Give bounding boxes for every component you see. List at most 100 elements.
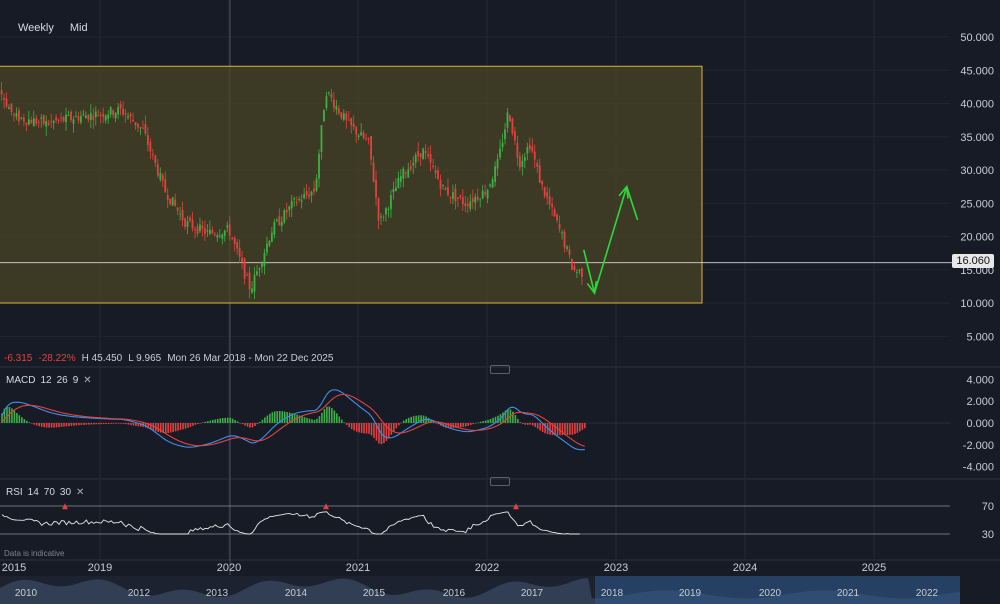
overview-year-label: 2018 (601, 588, 624, 599)
candle-body (204, 228, 206, 235)
macd-histogram-bar (194, 423, 197, 425)
interval-button[interactable]: Weekly (18, 22, 54, 34)
candle-body (342, 113, 345, 120)
macd-histogram-bar (221, 418, 224, 423)
macd-histogram-bar (288, 412, 291, 423)
macd-histogram-bar (514, 414, 517, 423)
candle-body (199, 224, 201, 232)
candle-body (89, 113, 92, 121)
macd-histogram-bar (85, 423, 88, 425)
price-axis-label: 25.000 (960, 198, 994, 210)
macd-histogram-bar (102, 423, 105, 425)
macd-histogram-bar (303, 417, 306, 423)
macd-histogram-bar (137, 423, 140, 427)
candle-body (536, 162, 539, 168)
candle-body (305, 191, 308, 196)
macd-histogram-bar (259, 421, 261, 423)
candle-body (466, 204, 469, 206)
macd-histogram-bar (244, 423, 246, 426)
forecast-arrow-head-down (586, 281, 598, 296)
overview-navigator: 2010 2012 2013 2014 2015 2016 2017 2018 2019 2020… (0, 576, 960, 604)
candle-body (442, 184, 444, 186)
candle-body (558, 223, 561, 229)
candle-body (434, 169, 437, 174)
candle-body (556, 214, 558, 221)
macd-histogram-bar (239, 422, 241, 424)
macd-histogram-bar (373, 423, 375, 438)
candle-body (52, 121, 55, 123)
forecast-arrows (582, 184, 639, 296)
candle-body (166, 195, 169, 201)
macd-histogram-bar (23, 419, 26, 423)
macd-histogram-bar (125, 423, 127, 425)
macd-close-icon[interactable]: ✕ (83, 375, 92, 386)
rsi-close-icon[interactable]: ✕ (76, 487, 85, 498)
macd-histogram-bar (482, 421, 484, 423)
candle-body (464, 203, 467, 206)
price-axis-label: 50.000 (960, 32, 994, 44)
macd-histogram-bar (179, 423, 182, 430)
macd-histogram-bar (90, 423, 93, 425)
macd-histogram-bar (147, 423, 150, 429)
macd-histogram-bar (33, 423, 36, 425)
overview-year-label: 2021 (837, 588, 860, 599)
price-stats: -6.315 -28.22% H 45.450 L 9.965 Mon 26 M… (4, 353, 333, 364)
macd-histogram-bar (251, 423, 254, 428)
candle-body (75, 116, 77, 118)
candle-body (365, 138, 368, 140)
candle-body (124, 113, 127, 115)
rsi-pane: 70 30 (0, 501, 994, 541)
candle-body (491, 179, 494, 188)
candle-body (337, 108, 340, 114)
candle-body (320, 125, 323, 152)
candle-body (449, 196, 452, 198)
candle-body (424, 151, 427, 154)
macd-pane-resize-handle[interactable] (490, 365, 510, 374)
macd-histogram-bar (140, 423, 142, 427)
macd-histogram-bar (70, 423, 73, 426)
price-type-button[interactable]: Mid (69, 22, 88, 34)
macd-histogram-bar (427, 417, 430, 423)
macd-histogram-bar (110, 423, 112, 424)
macd-signal: 9 (72, 375, 79, 386)
candle-body (310, 191, 313, 196)
candle-body (469, 201, 472, 209)
candle-body (104, 115, 107, 121)
macd-histogram-bar (192, 423, 194, 426)
candle-body (432, 165, 434, 168)
macd-histogram-bar (407, 417, 410, 423)
candle-body (362, 132, 365, 139)
candle-body (137, 123, 139, 128)
candle-body (87, 114, 90, 120)
macd-histogram-bar (30, 423, 33, 424)
candle-body (422, 148, 425, 160)
rsi-pane-resize-handle[interactable] (490, 477, 510, 486)
macd-histogram-bar (88, 423, 90, 425)
macd-histogram-bar (276, 411, 279, 423)
macd-histogram-bar (420, 415, 422, 423)
macd-histogram-bar (122, 423, 125, 424)
macd-histogram-bar (127, 423, 130, 425)
macd-histogram-bar (75, 423, 78, 426)
macd-signal-line (1, 393, 585, 447)
candle-body (139, 127, 142, 129)
candle-body (504, 129, 506, 140)
price-axis-label: 30.000 (960, 165, 994, 177)
macd-histogram-bar (187, 423, 189, 428)
macd-axis-label: 2.000 (966, 396, 994, 408)
candle-body (372, 162, 375, 182)
candle-body (528, 144, 531, 149)
macd-histogram-bar (492, 417, 494, 423)
macd-histogram-bar (164, 423, 167, 434)
macd-histogram-bar (400, 422, 403, 424)
macd-histogram-bar (584, 423, 586, 429)
candle-body (169, 198, 172, 205)
time-axis-label: 2025 (862, 562, 886, 574)
macd-histogram-bar (73, 423, 75, 426)
macd-histogram-bar (50, 423, 53, 428)
macd-histogram-bar (457, 423, 460, 428)
candle-body (578, 270, 581, 272)
macd-histogram-bar (246, 423, 249, 427)
macd-histogram-bar (574, 423, 576, 435)
